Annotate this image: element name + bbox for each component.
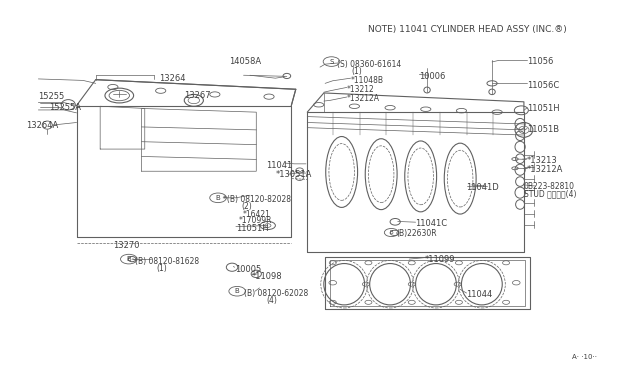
Text: 0B223-82810: 0B223-82810	[524, 182, 575, 191]
Text: *13051A: *13051A	[275, 170, 312, 179]
Text: 11041D: 11041D	[467, 183, 499, 192]
Text: 10005: 10005	[235, 264, 261, 273]
Text: (4): (4)	[266, 296, 277, 305]
Text: (1): (1)	[157, 264, 168, 273]
Text: *11099: *11099	[424, 254, 455, 264]
Text: 11051H: 11051H	[236, 224, 269, 233]
Text: (B) 08120-81628: (B) 08120-81628	[135, 257, 199, 266]
Text: *11048B: *11048B	[351, 76, 383, 84]
Text: 10006: 10006	[419, 72, 446, 81]
Text: *(B) 08120-82028: *(B) 08120-82028	[223, 195, 291, 204]
Text: (B) 08120-62028: (B) 08120-62028	[244, 289, 308, 298]
Text: *13212A: *13212A	[527, 165, 563, 174]
Text: 11041C: 11041C	[415, 219, 448, 228]
Text: 11056: 11056	[527, 57, 554, 67]
Text: *13212A: *13212A	[347, 94, 380, 103]
Text: 11051H: 11051H	[527, 104, 560, 113]
Text: 11041: 11041	[266, 161, 292, 170]
Text: (2): (2)	[241, 202, 252, 211]
Text: (1): (1)	[351, 67, 362, 76]
Text: STUD スタッド(4): STUD スタッド(4)	[524, 189, 577, 198]
Text: (S) 08360-61614: (S) 08360-61614	[337, 60, 401, 69]
Text: 11051B: 11051B	[527, 125, 559, 134]
Text: *13212: *13212	[347, 85, 374, 94]
Text: A· ·10··: A· ·10··	[572, 353, 596, 360]
Text: B: B	[127, 256, 131, 262]
Text: 15255: 15255	[38, 92, 65, 101]
Text: 15255A: 15255A	[49, 103, 81, 112]
Text: *11098: *11098	[252, 272, 282, 280]
Text: *16421: *16421	[243, 209, 270, 219]
Text: 11044: 11044	[467, 291, 493, 299]
Text: 13264A: 13264A	[26, 121, 58, 130]
Text: *17099R: *17099R	[239, 216, 272, 225]
Text: 14058A: 14058A	[230, 57, 262, 66]
Text: NOTE) 11041 CYLINDER HEAD ASSY (INC.®): NOTE) 11041 CYLINDER HEAD ASSY (INC.®)	[368, 25, 566, 33]
Text: (B)22630R: (B)22630R	[396, 229, 437, 238]
Text: B: B	[216, 195, 220, 201]
Text: B: B	[235, 288, 239, 294]
Text: S: S	[330, 58, 333, 65]
Text: 13267: 13267	[184, 91, 211, 100]
Text: B: B	[390, 230, 393, 235]
Text: 13264: 13264	[159, 74, 186, 83]
Text: 13270: 13270	[113, 241, 140, 250]
Text: 11056C: 11056C	[527, 81, 559, 90]
Text: *13213: *13213	[527, 155, 558, 165]
